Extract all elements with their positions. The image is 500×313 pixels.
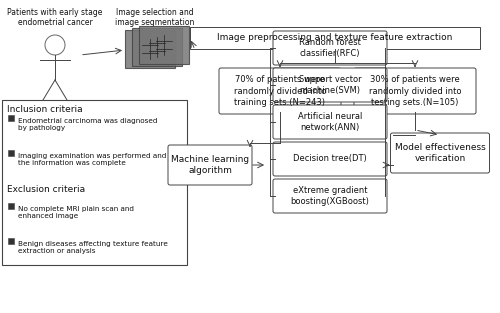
Text: Image preprocessing and texture feature extraction: Image preprocessing and texture feature … xyxy=(218,33,452,43)
Text: No complete MRI plain scan and
enhanced image: No complete MRI plain scan and enhanced … xyxy=(18,206,134,219)
FancyBboxPatch shape xyxy=(273,142,387,176)
Text: Decision tree(DT): Decision tree(DT) xyxy=(293,155,367,163)
Bar xyxy=(8,150,14,156)
Text: Imaging examination was performed and
the information was complete: Imaging examination was performed and th… xyxy=(18,153,167,166)
Text: Inclusion criteria: Inclusion criteria xyxy=(7,105,82,114)
Text: eXtreme gradient
boosting(XGBoost): eXtreme gradient boosting(XGBoost) xyxy=(290,186,370,206)
FancyBboxPatch shape xyxy=(125,30,175,68)
Text: 30% of patients were
randomly divided into
testing sets.(N=105): 30% of patients were randomly divided in… xyxy=(369,75,461,107)
Text: Benign diseases affecting texture feature
extraction or analysis: Benign diseases affecting texture featur… xyxy=(18,241,168,254)
FancyBboxPatch shape xyxy=(273,179,387,213)
Text: Support vector
machine(SVM): Support vector machine(SVM) xyxy=(298,75,362,95)
Text: Exclusion criteria: Exclusion criteria xyxy=(7,185,85,194)
FancyBboxPatch shape xyxy=(273,68,387,102)
Text: Artificial neural
network(ANN): Artificial neural network(ANN) xyxy=(298,112,362,132)
Text: Patients with early stage
endometrial cancer: Patients with early stage endometrial ca… xyxy=(8,8,102,28)
Bar xyxy=(190,27,480,49)
FancyBboxPatch shape xyxy=(273,31,387,65)
FancyBboxPatch shape xyxy=(139,26,189,64)
Text: Machine learning
algorithm: Machine learning algorithm xyxy=(171,155,249,175)
FancyBboxPatch shape xyxy=(354,68,476,114)
Text: Image selection and
image segmentation: Image selection and image segmentation xyxy=(116,8,194,28)
FancyBboxPatch shape xyxy=(219,68,341,114)
FancyBboxPatch shape xyxy=(390,133,490,173)
FancyBboxPatch shape xyxy=(168,145,252,185)
Text: Random forest
classifier(RFC): Random forest classifier(RFC) xyxy=(299,38,361,58)
FancyBboxPatch shape xyxy=(132,28,182,66)
Bar xyxy=(8,115,14,121)
FancyBboxPatch shape xyxy=(273,105,387,139)
Text: Model effectiveness
verification: Model effectiveness verification xyxy=(394,143,486,163)
Bar xyxy=(2,100,187,265)
Text: Endometrial carcinoma was diagnosed
by pathology: Endometrial carcinoma was diagnosed by p… xyxy=(18,118,158,131)
Text: 70% of patients were
randomly divided into
training sets.(N=243): 70% of patients were randomly divided in… xyxy=(234,75,326,107)
Bar xyxy=(8,203,14,209)
Bar xyxy=(8,238,14,244)
